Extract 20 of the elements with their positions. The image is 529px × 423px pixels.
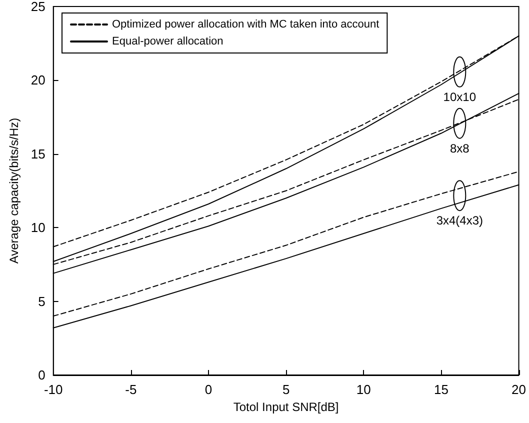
- y-tick-label: 5: [38, 294, 46, 309]
- y-axis-title: Average capacity(bits/s/Hz): [7, 118, 21, 264]
- y-tick-label: 25: [30, 0, 46, 14]
- x-tick-label: 5: [282, 382, 290, 397]
- annotation: 3x4(4x3): [436, 214, 484, 228]
- x-tick-label: 0: [204, 382, 212, 397]
- x-tick-label: 20: [512, 382, 526, 397]
- x-axis-title: Totol Input SNR[dB]: [233, 400, 339, 414]
- x-tick-label: -10: [44, 382, 63, 397]
- x-tick-label: 15: [434, 382, 448, 397]
- x-tick-label: 10: [356, 382, 371, 397]
- legend-label: Equal-power allocation: [112, 36, 224, 48]
- y-tick-label: 20: [30, 72, 46, 88]
- annotation: 10x10: [443, 90, 476, 104]
- annotation: 8x8: [450, 141, 470, 156]
- y-tick-label: 10: [30, 220, 46, 236]
- y-tick-label: 15: [30, 146, 46, 162]
- x-tick-label: -5: [125, 382, 137, 397]
- legend-label: Optimized power allocation with MC taken into account: [112, 18, 380, 30]
- y-tick-label: 0: [38, 368, 46, 382]
